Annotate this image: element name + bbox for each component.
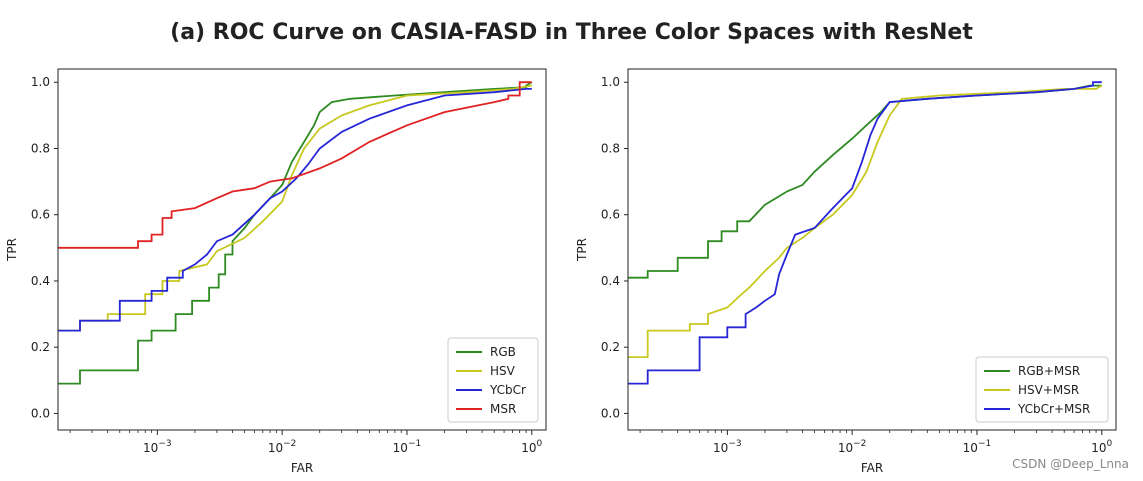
legend-label: YCbCr+MSR	[1017, 402, 1090, 416]
chart-title: (a) ROC Curve on CASIA-FASD in Three Col…	[170, 20, 973, 45]
x-tick-label: 10−2	[268, 439, 297, 455]
legend-label: MSR	[490, 402, 516, 416]
legend: RGB+MSR HSV+MSR YCbCr+MSR	[975, 356, 1109, 423]
chart-panel-2: 0.0 0.2 0.4 0.6 0.8 1.0 10−3 10−2 10−1 100 FAR TPR R…	[575, 68, 1117, 475]
x-tick-label: 10−3	[143, 439, 172, 455]
legend: RGB HSV YCbCr MSR	[447, 337, 539, 423]
legend-box	[975, 356, 1109, 423]
legend-label: HSV	[490, 364, 516, 378]
series-line-msr	[58, 81, 532, 249]
legend-label: RGB+MSR	[1018, 364, 1080, 378]
x-axis-label: FAR	[291, 461, 313, 475]
series-line-rgb	[58, 81, 533, 385]
y-tick-label: 1.0	[601, 75, 620, 89]
plot-frame	[57, 68, 547, 431]
y-axis-label: TPR	[575, 238, 589, 262]
x-tick-label: 10−3	[713, 439, 742, 455]
y-tick-label: 0.4	[31, 274, 50, 288]
watermark: CSDN @Deep_Lnna	[1012, 457, 1129, 471]
legend-label: YCbCr	[489, 383, 526, 397]
legend-label: RGB	[490, 345, 516, 359]
y-axis-label: TPR	[5, 238, 19, 262]
series-line-hsv-msr	[628, 84, 1103, 358]
y-tick-label: 0.8	[601, 141, 620, 155]
legend-box	[447, 337, 539, 423]
x-tick-label: 10−2	[838, 439, 867, 455]
x-tick-label: 100	[1091, 439, 1112, 455]
y-tick-label: 1.0	[31, 75, 50, 89]
y-tick-label: 0.0	[31, 406, 50, 420]
series-line-hsv	[58, 84, 532, 332]
plot-frame	[627, 68, 1117, 431]
chart-panel-1: 0.0 0.2 0.4 0.6 0.8 1.0 10−3 10−2 10−1 100 FAR TPR R…	[5, 68, 547, 475]
legend-label: HSV+MSR	[1018, 383, 1079, 397]
x-tick-label: 10−1	[963, 439, 992, 455]
x-tick-label: 10−1	[393, 439, 422, 455]
y-tick-label: 0.2	[601, 340, 620, 354]
series-line-ycbcr	[58, 88, 532, 332]
y-tick-label: 0.2	[31, 340, 50, 354]
y-tick-label: 0.8	[31, 141, 50, 155]
y-tick-label: 0.6	[601, 208, 620, 222]
series-line-ycbcr-msr	[628, 81, 1102, 385]
series-line-rgb-msr	[628, 84, 1102, 279]
y-tick-label: 0.0	[601, 406, 620, 420]
x-tick-label: 100	[521, 439, 542, 455]
y-tick-label: 0.4	[601, 274, 620, 288]
y-tick-label: 0.6	[31, 208, 50, 222]
x-axis-label: FAR	[861, 461, 883, 475]
